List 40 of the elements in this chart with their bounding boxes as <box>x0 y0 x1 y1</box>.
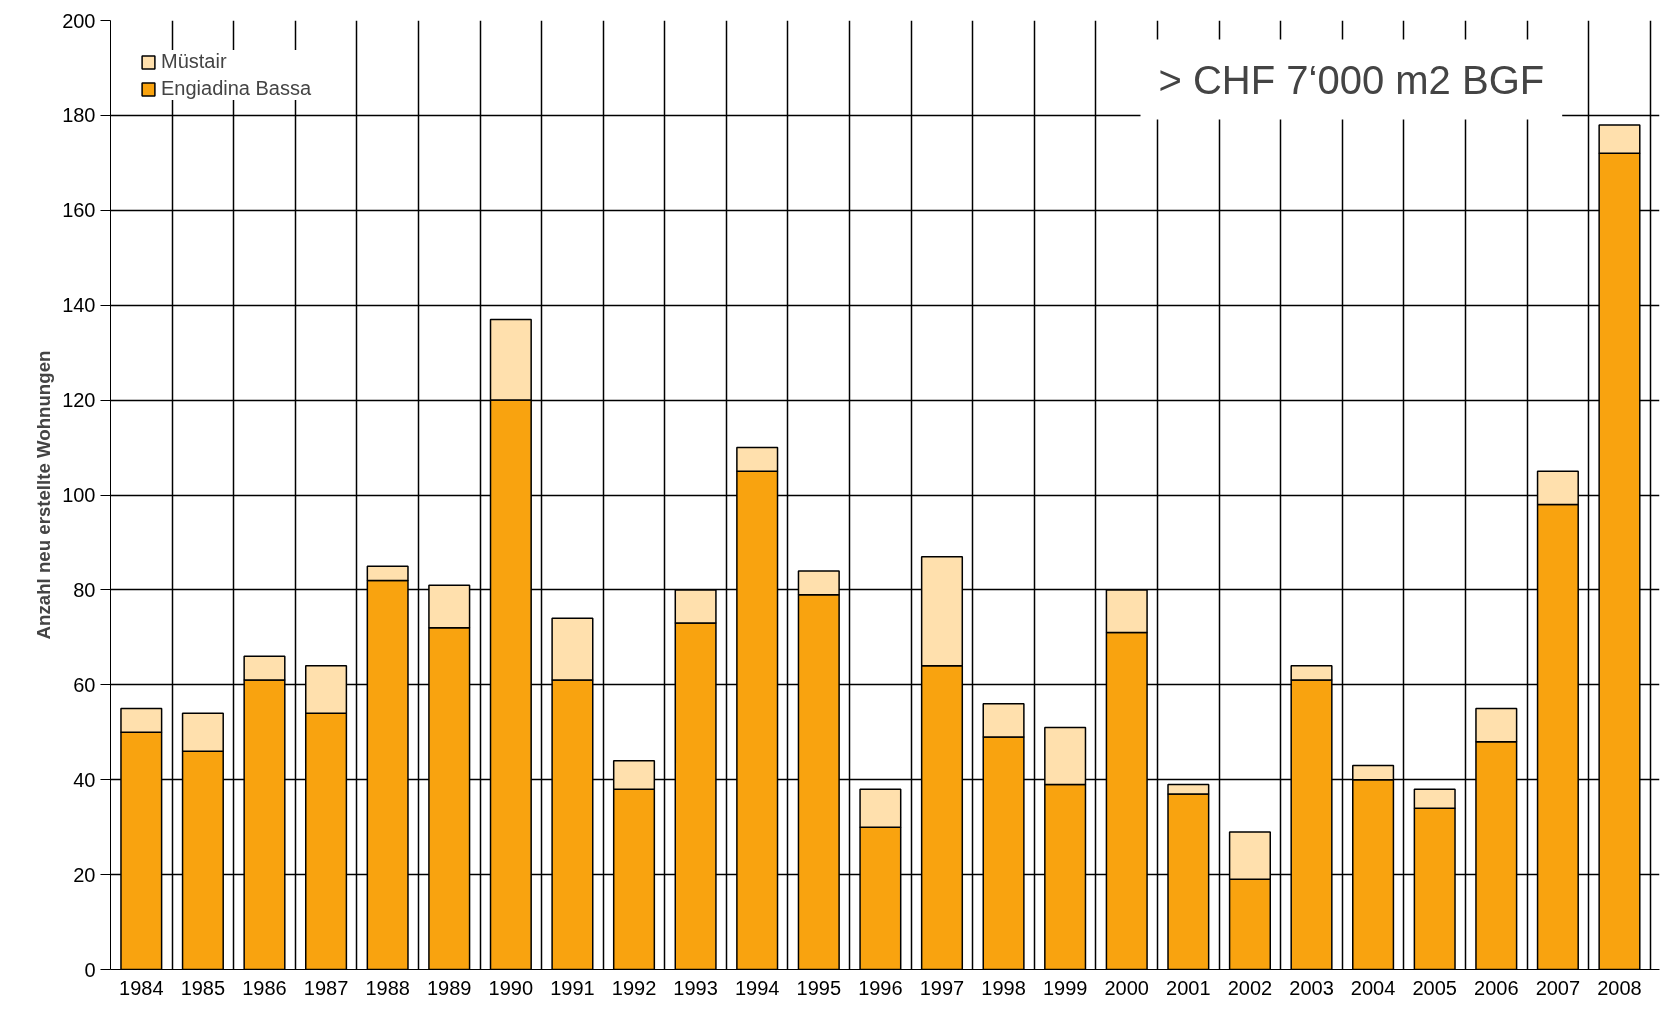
x-tick-label: 2002 <box>1227 976 1273 999</box>
x-tick-label: 2001 <box>1166 976 1211 999</box>
y-tick-label: 180 <box>62 104 96 127</box>
x-tick-label: 1990 <box>488 976 534 999</box>
x-tick-label: 1985 <box>180 976 226 999</box>
annotation: > CHF 7‘000 m2 BGF <box>1158 57 1545 102</box>
x-tick-label: 1984 <box>119 976 164 999</box>
x-tick-label: 2004 <box>1350 976 1396 999</box>
y-tick-label: 20 <box>73 863 96 886</box>
y-axis-title: Anzahl neu erstellte Wohnungen <box>33 350 55 640</box>
y-tick-label: 140 <box>62 294 96 317</box>
x-tick-label: 1997 <box>919 976 965 999</box>
x-tick-label: 1999 <box>1042 976 1088 999</box>
y-tick-label: 0 <box>84 958 96 981</box>
x-tick-label: 1993 <box>673 976 718 999</box>
legend-label: Müstair <box>161 50 227 73</box>
y-tick-label: 60 <box>73 673 96 696</box>
x-tick-label: 2006 <box>1474 976 1519 999</box>
legend-label: Engiadina Bassa <box>161 77 312 100</box>
y-tick-label: 160 <box>62 199 96 222</box>
x-tick-label: 2008 <box>1597 976 1642 999</box>
x-tick-label: 1994 <box>734 976 780 999</box>
x-tick-label: 2005 <box>1412 976 1457 999</box>
x-tick-label: 1998 <box>981 976 1026 999</box>
x-tick-label: 1992 <box>611 976 657 999</box>
x-tick-label: 1995 <box>796 976 842 999</box>
y-tick-label: 40 <box>73 768 96 791</box>
x-tick-label: 1986 <box>242 976 287 999</box>
y-tick-label: 80 <box>73 578 96 601</box>
y-tick-label: 120 <box>62 389 96 412</box>
x-tick-label: 1989 <box>427 976 472 999</box>
x-tick-label: 1987 <box>303 976 349 999</box>
x-tick-label: 1991 <box>550 976 595 999</box>
x-tick-label: 2000 <box>1104 976 1149 999</box>
y-tick-label: 100 <box>62 484 96 506</box>
x-tick-label: 1988 <box>365 976 410 999</box>
x-tick-label: 2007 <box>1535 976 1581 999</box>
x-tick-label: 1996 <box>858 976 903 999</box>
x-tick-label: 2003 <box>1289 976 1334 999</box>
y-tick-label: 200 <box>62 9 96 32</box>
